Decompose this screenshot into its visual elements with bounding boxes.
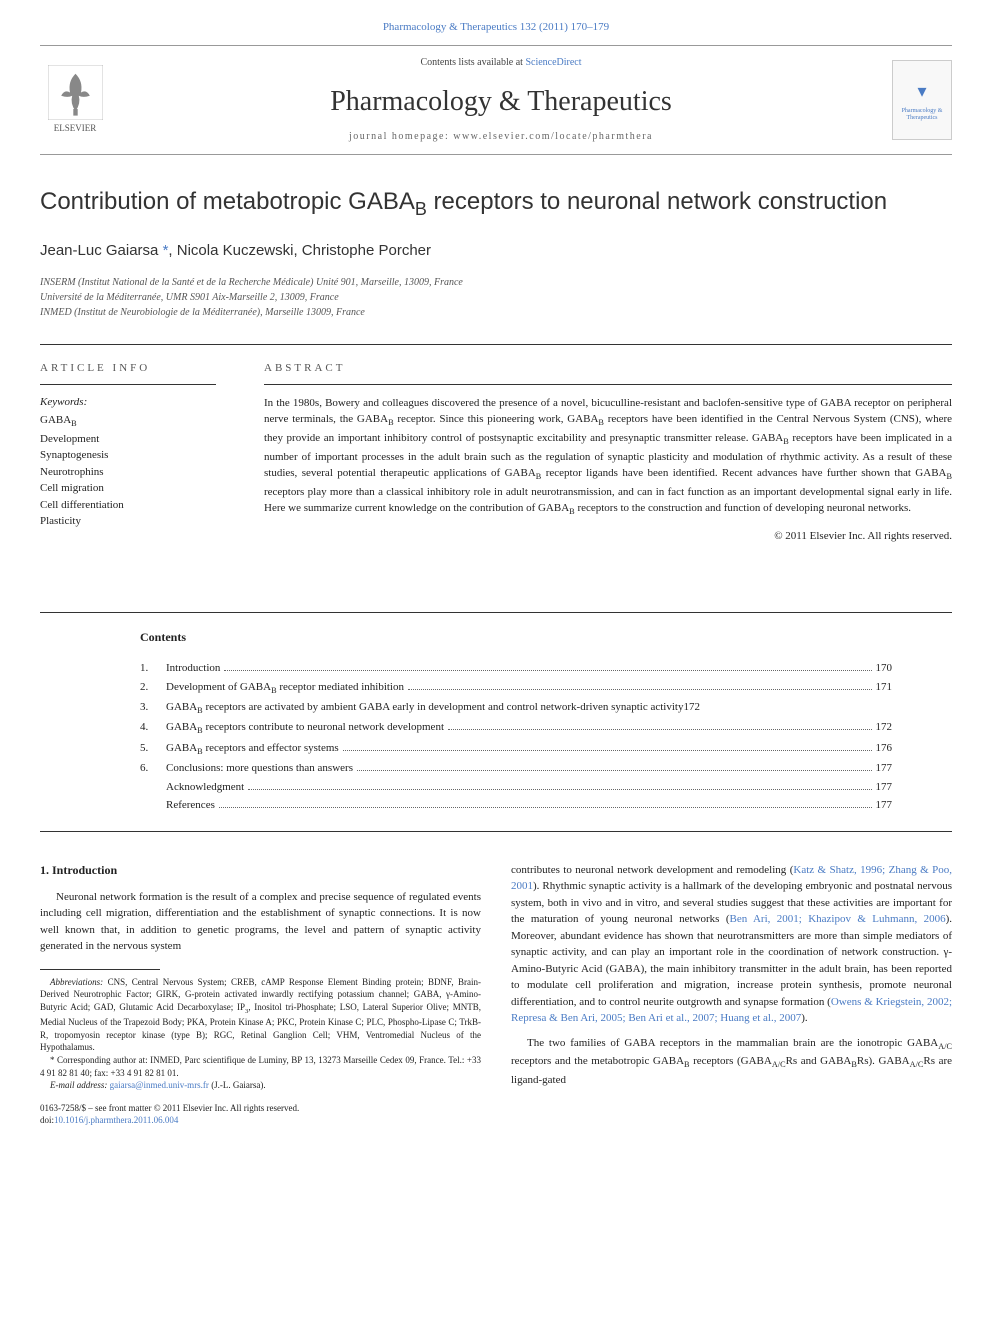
- toc-text: References: [166, 796, 215, 815]
- toc-page: 177: [876, 759, 893, 778]
- toc-num: 3.: [140, 698, 166, 717]
- toc-text: Development of GABAB receptor mediated i…: [166, 678, 404, 698]
- body-col-right: contributes to neuronal network developm…: [511, 862, 952, 1127]
- toc-page: 170: [876, 659, 893, 678]
- toc-num: 1.: [140, 659, 166, 678]
- ref-benari[interactable]: Ben Ari, 2001; Khazipov & Luhmann, 2006: [730, 913, 946, 925]
- keywords-label: Keywords:: [40, 395, 216, 410]
- right-para-1: contributes to neuronal network developm…: [511, 862, 952, 1027]
- header-center: Contents lists available at ScienceDirec…: [110, 56, 892, 143]
- toc-text: GABAB receptors and effector systems: [166, 739, 339, 759]
- contents-heading: Contents: [140, 629, 892, 646]
- elsevier-logo: ELSEVIER: [40, 60, 110, 140]
- article-info-label: ARTICLE INFO: [40, 361, 216, 385]
- toc-row[interactable]: 1.Introduction 170: [140, 659, 892, 678]
- abstract-copyright: © 2011 Elsevier Inc. All rights reserved…: [264, 529, 952, 544]
- toc-text: GABAB receptors contribute to neuronal n…: [166, 718, 444, 738]
- toc-row[interactable]: Acknowledgment 177: [140, 778, 892, 797]
- toc-row[interactable]: References 177: [140, 796, 892, 815]
- body-columns: 1. Introduction Neuronal network formati…: [40, 862, 952, 1127]
- contents-block: Contents 1.Introduction1702.Development …: [40, 612, 952, 832]
- front-matter: 0163-7258/$ – see front matter © 2011 El…: [40, 1102, 481, 1115]
- toc-page: 177: [876, 796, 893, 815]
- toc-text: GABAB receptors are activated by ambient…: [166, 698, 683, 718]
- sciencedirect-link[interactable]: ScienceDirect: [525, 57, 581, 68]
- journal-cover-thumb: ▾ Pharmacology & Therapeutics: [892, 60, 952, 140]
- toc-num: 2.: [140, 678, 166, 697]
- toc-dots: [343, 750, 872, 751]
- sciencedirect-line: Contents lists available at ScienceDirec…: [110, 56, 892, 70]
- abstract-label: ABSTRACT: [264, 361, 952, 385]
- toc-text: Acknowledgment: [166, 778, 244, 797]
- corresponding-footnote: * Corresponding author at: INMED, Parc s…: [40, 1054, 481, 1079]
- journal-name: Pharmacology & Therapeutics: [110, 82, 892, 121]
- toc-num: 5.: [140, 739, 166, 758]
- article-info: ARTICLE INFO Keywords: GABAB Development…: [40, 361, 240, 584]
- toc-page: 176: [876, 739, 893, 758]
- info-abstract-row: ARTICLE INFO Keywords: GABAB Development…: [40, 344, 952, 584]
- intro-para: Neuronal network formation is the result…: [40, 889, 481, 955]
- email-link[interactable]: gaiarsa@inmed.univ-mrs.fr: [107, 1080, 209, 1090]
- elsevier-name: ELSEVIER: [54, 122, 97, 135]
- article-title: Contribution of metabotropic GABAB recep…: [40, 185, 952, 222]
- footnote-rule: [40, 969, 160, 970]
- right-para-2: The two families of GABA receptors in th…: [511, 1035, 952, 1089]
- citation-header: Pharmacology & Therapeutics 132 (2011) 1…: [40, 20, 952, 35]
- doi: doi:10.1016/j.pharmthera.2011.06.004: [40, 1114, 481, 1127]
- affiliations: INSERM (Institut National de la Santé et…: [40, 275, 952, 320]
- toc-page: 172: [876, 718, 893, 737]
- body-col-left: 1. Introduction Neuronal network formati…: [40, 862, 481, 1127]
- email-footnote: E-mail address: gaiarsa@inmed.univ-mrs.f…: [40, 1079, 481, 1092]
- toc-dots: [224, 670, 871, 671]
- toc-page: 177: [876, 778, 893, 797]
- toc-row[interactable]: 2.Development of GABAB receptor mediated…: [140, 678, 892, 698]
- flag-icon: ▾: [917, 79, 926, 104]
- doi-link[interactable]: 10.1016/j.pharmthera.2011.06.004: [54, 1115, 178, 1125]
- journal-header: ELSEVIER Contents lists available at Sci…: [40, 45, 952, 154]
- toc-num: 4.: [140, 718, 166, 737]
- toc-row[interactable]: 4.GABAB receptors contribute to neuronal…: [140, 718, 892, 738]
- toc-row[interactable]: 3.GABAB receptors are activated by ambie…: [140, 698, 892, 718]
- toc-dots: [448, 729, 872, 730]
- toc-page: 172: [683, 698, 700, 717]
- toc-text: Introduction: [166, 659, 220, 678]
- section-1-heading: 1. Introduction: [40, 862, 481, 879]
- abbreviations-footnote: Abbreviations: CNS, Central Nervous Syst…: [40, 976, 481, 1054]
- citation-link[interactable]: Pharmacology & Therapeutics 132 (2011) 1…: [383, 21, 609, 33]
- keywords-list: GABAB Development Synaptogenesis Neurotr…: [40, 412, 216, 530]
- toc-dots: [248, 789, 871, 790]
- toc-dots: [357, 770, 872, 771]
- elsevier-tree-icon: [48, 65, 103, 120]
- toc-page: 171: [876, 678, 893, 697]
- toc-row[interactable]: 5.GABAB receptors and effector systems 17…: [140, 739, 892, 759]
- toc-row[interactable]: 6.Conclusions: more questions than answe…: [140, 759, 892, 778]
- toc-text: Conclusions: more questions than answers: [166, 759, 353, 778]
- abstract-text: In the 1980s, Bowery and colleagues disc…: [264, 395, 952, 519]
- authors: Jean-Luc Gaiarsa *, Nicola Kuczewski, Ch…: [40, 240, 952, 261]
- abstract-col: ABSTRACT In the 1980s, Bowery and collea…: [240, 361, 952, 584]
- toc-num: 6.: [140, 759, 166, 778]
- journal-homepage: journal homepage: www.elsevier.com/locat…: [110, 130, 892, 144]
- toc-dots: [219, 807, 872, 808]
- toc-dots: [408, 689, 872, 690]
